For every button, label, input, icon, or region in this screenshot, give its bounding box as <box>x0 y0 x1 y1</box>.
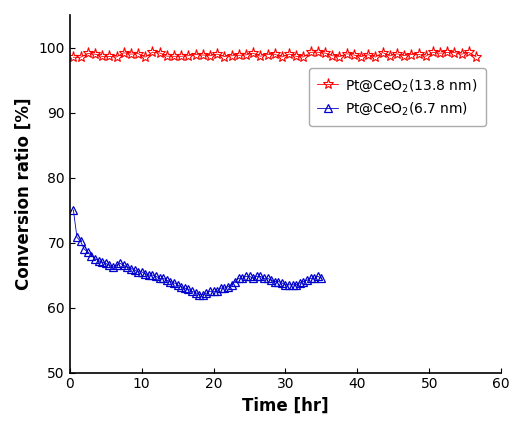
Pt@CeO$_2$(13.8 nm) <box>473 54 479 59</box>
Line: Pt@CeO$_2$(13.8 nm): Pt@CeO$_2$(13.8 nm) <box>68 47 481 63</box>
Y-axis label: Conversion ratio [%]: Conversion ratio [%] <box>15 98 33 290</box>
Pt@CeO$_2$(13.8 nm) <box>250 51 256 56</box>
Pt@CeO$_2$(6.7 nm) <box>318 276 324 281</box>
Pt@CeO$_2$(6.7 nm) <box>282 282 289 287</box>
Line: Pt@CeO$_2$(6.7 nm): Pt@CeO$_2$(6.7 nm) <box>69 206 326 299</box>
Pt@CeO$_2$(6.7 nm) <box>211 289 217 294</box>
X-axis label: Time [hr]: Time [hr] <box>242 397 329 415</box>
Pt@CeO$_2$(6.7 nm) <box>196 292 202 297</box>
Pt@CeO$_2$(13.8 nm) <box>358 54 364 59</box>
Pt@CeO$_2$(6.7 nm) <box>286 282 292 287</box>
Pt@CeO$_2$(6.7 nm) <box>70 207 77 212</box>
Pt@CeO$_2$(13.8 nm) <box>85 51 91 56</box>
Pt@CeO$_2$(13.8 nm) <box>351 52 357 58</box>
Pt@CeO$_2$(6.7 nm) <box>102 261 109 266</box>
Pt@CeO$_2$(6.7 nm) <box>146 273 152 278</box>
Pt@CeO$_2$(13.8 nm) <box>185 53 192 58</box>
Pt@CeO$_2$(6.7 nm) <box>128 266 134 271</box>
Pt@CeO$_2$(13.8 nm) <box>92 52 98 57</box>
Legend: Pt@CeO$_2$(13.8 nm), Pt@CeO$_2$(6.7 nm): Pt@CeO$_2$(13.8 nm), Pt@CeO$_2$(6.7 nm) <box>309 68 486 126</box>
Pt@CeO$_2$(13.8 nm) <box>149 49 155 55</box>
Pt@CeO$_2$(13.8 nm) <box>70 55 77 60</box>
